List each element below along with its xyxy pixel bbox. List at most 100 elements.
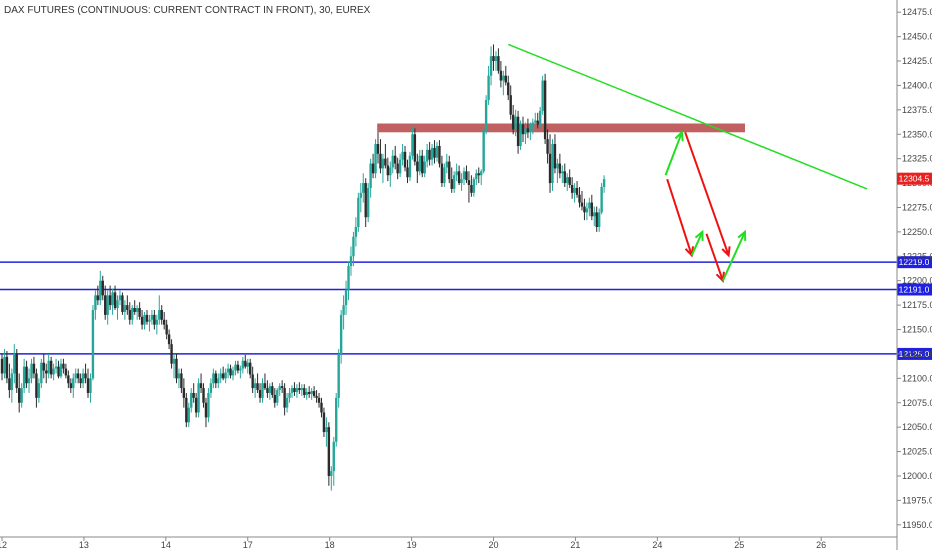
candle-body [366,187,370,218]
candle-body [290,388,294,393]
candle-body [140,316,144,325]
candle-body [84,373,87,379]
candle-body [556,163,559,169]
candle-body [600,186,603,213]
candle-body [376,144,380,154]
candle-body [593,212,596,217]
candle-body [322,412,326,433]
candle-body [263,383,267,389]
candle-body [401,151,404,160]
candle-body [408,155,412,178]
candle-body [273,394,276,403]
candle-body [113,292,117,309]
candle-body [511,114,515,130]
candle-body [30,363,33,379]
candle-body [54,366,58,369]
candle-body [502,75,505,81]
candle-body [47,360,50,374]
candle-body [244,360,247,367]
candle-body [241,360,245,369]
candle-body [580,202,584,207]
y-tick-label: 12400.0 [902,80,932,90]
candle-body [234,364,237,371]
y-tick-label: 12175.0 [902,300,932,310]
candle-body [99,280,102,301]
candle-body [214,373,218,384]
y-tick-label: 12150.0 [902,325,932,335]
x-tick-label: 25 [734,540,744,550]
candle-body [126,305,129,310]
candle-body [465,171,468,181]
candle-body [433,147,436,158]
candle-body [421,155,424,174]
arrowhead [674,130,684,142]
candle-body [445,161,449,168]
candle-body [128,309,131,320]
candle-body [185,397,188,423]
candle-body [153,314,156,325]
y-tick-label: 11950.0 [902,520,932,530]
candle-body [428,149,431,160]
candle-body [135,308,139,312]
candle-body [335,397,338,442]
candle-body [585,208,589,213]
candle-body [256,383,259,391]
candle-body [192,392,195,398]
candle-body [49,360,53,375]
candle-body [74,373,77,379]
candle-body [362,183,365,193]
candle-body [484,100,488,130]
candle-body [22,366,26,389]
level-price-badge [897,283,932,296]
candle-body [67,375,70,384]
candle-body [175,358,178,379]
candle-body [430,147,434,160]
y-tick-label: 12000.0 [902,471,932,481]
y-tick-label: 12225.0 [902,251,932,261]
candle-body [499,70,503,81]
candle-body [258,390,262,398]
candle-body [253,383,257,389]
candle-body [197,383,200,413]
candle-body [145,314,149,322]
candle-body [190,392,193,408]
candle-body [226,368,230,373]
candle-body [62,363,65,369]
candle-body [529,126,532,133]
projection-arrow-up [690,231,704,256]
x-tick-label: 21 [570,540,580,550]
candle-body [438,145,441,164]
level-price-label: 12125.0 [899,349,930,359]
candle-body [59,363,63,377]
candle-body [381,158,385,169]
candle-body [170,344,173,364]
candle-body [165,324,168,335]
arrowhead [721,246,731,258]
candle-body [106,295,109,315]
candle-body [561,171,564,174]
candle-body [443,167,446,184]
candle-body [10,373,14,391]
candle-body [202,388,205,403]
candle-body [123,305,127,312]
candle-body [177,373,181,379]
candle-body [568,177,571,186]
candle-body [69,383,73,389]
candle-body [72,378,75,389]
candle-body [0,358,4,374]
y-tick-label: 12075.0 [902,398,932,408]
candle-body [325,427,328,433]
candle-body [455,171,458,176]
candle-body [394,155,397,164]
candle-body [121,295,124,312]
candle-body [194,397,198,413]
candle-body [418,155,421,172]
candle-body [320,402,323,413]
candle-body [349,256,353,267]
candle-body [37,383,41,398]
candle-body [312,391,316,396]
candle-body [138,308,141,317]
candle-body [590,202,594,217]
candle-body [104,295,107,315]
